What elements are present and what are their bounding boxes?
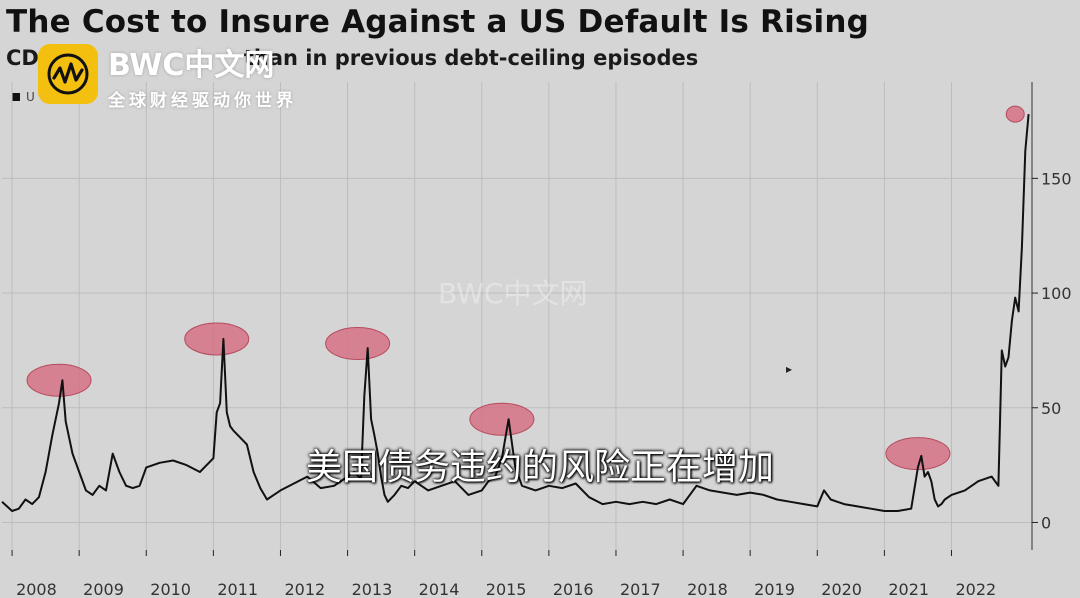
highlight-marker — [26, 363, 92, 397]
x-tick-label: 2010 — [150, 580, 191, 598]
x-tick-label: 2009 — [83, 580, 124, 598]
y-tick-label: 50 — [1041, 399, 1061, 418]
y-tick-label: 0 — [1041, 513, 1051, 532]
highlight-marker — [1005, 105, 1025, 123]
x-tick-label: 2008 — [16, 580, 57, 598]
x-tick-label: 2014 — [419, 580, 460, 598]
series-line — [1, 114, 1030, 512]
brand-name: BWC中文网 — [108, 48, 275, 83]
wave-logo-icon — [47, 53, 89, 95]
highlight-layer — [26, 105, 1025, 471]
x-tick-label: 2013 — [352, 580, 393, 598]
mouse-cursor-icon: ▸ — [786, 362, 793, 376]
legend: U — [12, 90, 35, 104]
x-tick-label: 2020 — [821, 580, 862, 598]
x-tick-label: 2021 — [888, 580, 929, 598]
y-tick-label: 150 — [1041, 169, 1072, 188]
x-tick-label: 2015 — [486, 580, 527, 598]
highlight-marker — [184, 322, 250, 356]
highlight-marker — [325, 327, 391, 361]
x-tick-label: 2019 — [754, 580, 795, 598]
subtitle-start: CD — [6, 46, 39, 70]
legend-swatch — [12, 93, 20, 101]
y-tick-label: 100 — [1041, 284, 1072, 303]
chart-subtitle: CD than in previous debt-ceiling episodes — [6, 46, 698, 70]
highlight-marker — [469, 402, 535, 436]
x-tick-label: 2017 — [620, 580, 661, 598]
axis-layer: 0 50 100 150 2008 2009 2010 2011 2012 2013 2014 201… — [11, 82, 1072, 598]
x-tick-label: 2016 — [553, 580, 594, 598]
legend-label: U — [26, 90, 35, 104]
x-tick-label: 2011 — [217, 580, 258, 598]
x-tick-label: 2012 — [284, 580, 325, 598]
series-layer — [1, 114, 1030, 512]
x-tick-label: 2018 — [687, 580, 728, 598]
subtitle-end: than in previous debt-ceiling episodes — [243, 46, 699, 70]
watermark: BWC中文网 — [438, 277, 588, 310]
chart-title: The Cost to Insure Against a US Default … — [6, 4, 870, 40]
video-caption: 美国债务违约的风险正在增加 — [305, 447, 774, 488]
brand-slogan: 全球财经驱动你世界 — [108, 91, 297, 111]
x-tick-label: 2022 — [955, 580, 996, 598]
brand-logo — [38, 44, 98, 104]
